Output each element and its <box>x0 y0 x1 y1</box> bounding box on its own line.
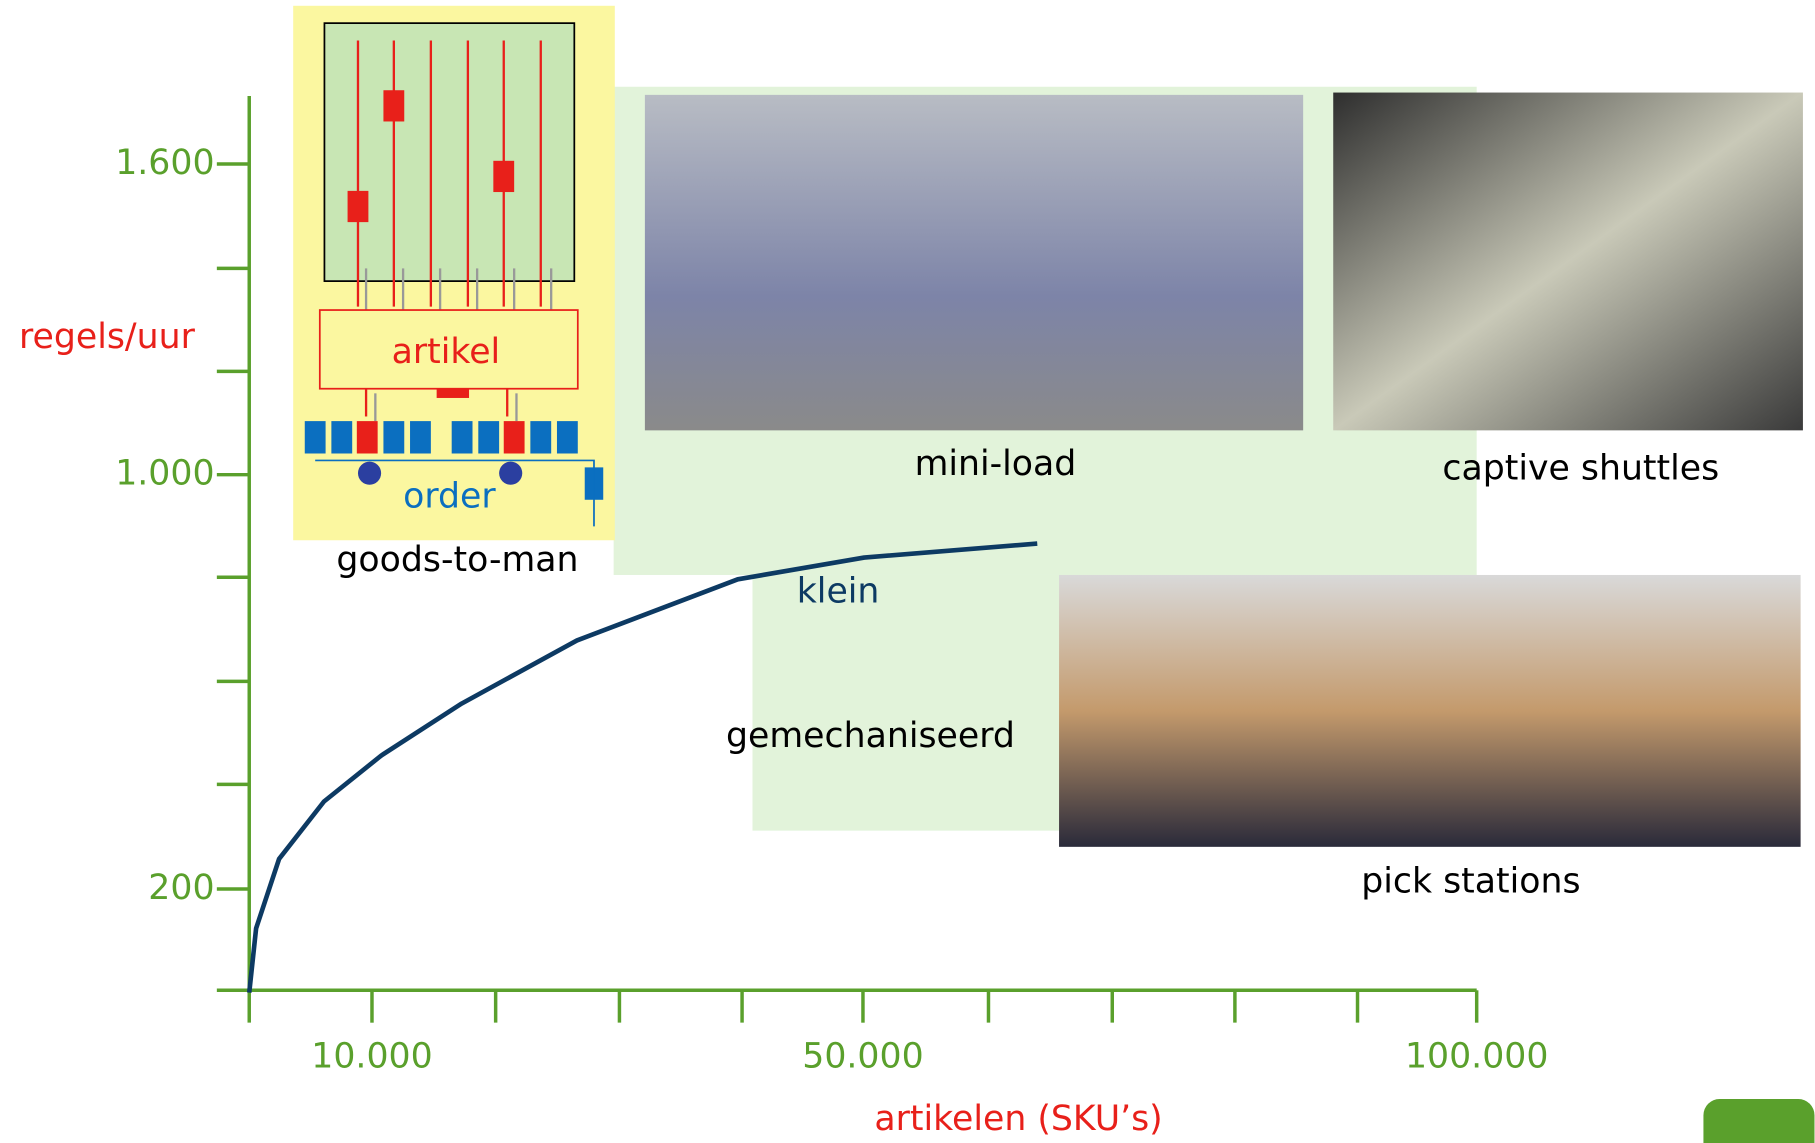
photo <box>644 94 1304 431</box>
photo <box>1059 574 1801 847</box>
y-axis-title: regels/uur <box>19 317 196 357</box>
image-caption: captive shuttles <box>1442 449 1719 489</box>
minor-ticks <box>216 266 1360 1023</box>
annotation: klein <box>797 571 880 611</box>
y-tick-label: 1.000 <box>115 454 214 494</box>
zone-background <box>752 574 1060 831</box>
photo <box>1333 92 1803 431</box>
annotation: gemechaniseerd <box>726 716 1015 756</box>
goods-to-man-diagram <box>304 22 604 527</box>
diagram-label: order <box>403 476 496 516</box>
curve <box>246 541 1038 993</box>
x-tick-label: 100.000 <box>1405 1036 1548 1076</box>
image-caption: goods-to-man <box>336 540 578 580</box>
x-tick-label: 50.000 <box>802 1036 923 1076</box>
y-tick-label: 1.600 <box>115 143 214 183</box>
logo <box>1703 1099 1815 1143</box>
diagram-label: artikel <box>392 332 501 372</box>
x-axis-title: artikelen (SKU’s) <box>874 1099 1162 1139</box>
x-tick-label: 10.000 <box>311 1036 432 1076</box>
y-tick-label: 200 <box>148 868 214 908</box>
image-caption: mini-load <box>915 444 1077 484</box>
image-caption: pick stations <box>1361 862 1580 902</box>
